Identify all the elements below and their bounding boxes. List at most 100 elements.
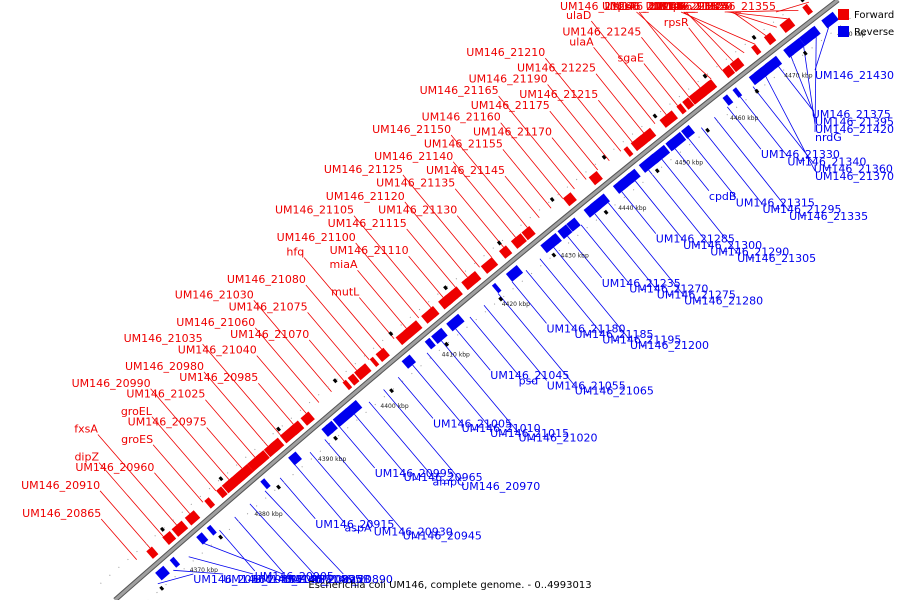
leader-line (353, 215, 432, 308)
small-feature-mark (443, 285, 448, 291)
leader-line (368, 401, 433, 477)
leader-line (249, 503, 315, 575)
leader-line (264, 490, 344, 575)
leader-line (661, 159, 738, 254)
small-feature-mark (444, 341, 450, 347)
leader-line (406, 228, 456, 288)
forward-gene (375, 347, 390, 362)
forward-gene-label: UM146_21225 (517, 62, 596, 75)
small-feature-mark (389, 388, 394, 394)
reverse-gene (650, 144, 671, 164)
forward-gene-label: UM146_21215 (519, 88, 598, 101)
leader-line (687, 137, 737, 198)
reverse-gene (169, 556, 181, 568)
leader-line (732, 11, 767, 37)
reverse-gene-label: UM146_21305 (737, 252, 816, 265)
forward-gene-label: groEL (121, 405, 153, 418)
reverse-gene (325, 420, 338, 434)
small-feature-mark (603, 209, 609, 215)
reverse-gene-label: aspA (345, 522, 372, 535)
reverse-gene (344, 400, 363, 417)
leader-line (636, 11, 712, 80)
forward-gene (562, 192, 577, 207)
leader-line (279, 477, 316, 520)
leader-line (303, 257, 383, 350)
forward-gene (763, 32, 777, 46)
reverse-gene-label: nrdG (815, 131, 842, 144)
reverse-gene (196, 532, 209, 545)
genome-backbone (100, 0, 852, 600)
forward-gene-label: sgaE (617, 52, 643, 65)
scale-tick-label: 4440 kbp (618, 205, 646, 212)
forward-gene (342, 379, 353, 391)
forward-gene-label: UM146_21120 (326, 190, 405, 203)
leader-line (358, 297, 395, 340)
leader-line (397, 376, 434, 419)
reverse-gene (681, 124, 695, 139)
forward-gene-label: UM146_21170 (473, 126, 552, 139)
leader-line (729, 11, 777, 28)
leader-line (441, 340, 519, 433)
leader-line (567, 235, 603, 279)
leader-line (752, 86, 815, 164)
legend-reverse-swatch (838, 26, 849, 37)
forward-gene-label: mutL (331, 286, 360, 299)
reverse-gene-label: UM146_21375 (812, 108, 891, 121)
legend-reverse-label: Reverse (854, 27, 894, 38)
leader-line (638, 11, 701, 89)
reverse-gene-label: UM146_20885 (253, 573, 332, 586)
reverse-gene-label: UM146_20925 (284, 573, 363, 586)
reverse-gene-label: UM146_21055 (547, 380, 626, 393)
forward-gene (235, 464, 254, 482)
forward-gene (347, 373, 360, 386)
leader-line (724, 10, 799, 13)
reverse-gene (401, 354, 416, 369)
reverse-gene (557, 224, 573, 240)
leader-line (452, 161, 516, 238)
legend-forward-swatch (838, 9, 849, 20)
reverse-gene (589, 193, 610, 213)
leader-line (641, 37, 690, 97)
leader-line (253, 300, 332, 392)
leader-line (151, 416, 217, 492)
leader-line (700, 127, 763, 205)
forward-gene-label: UM146_21210 (466, 46, 545, 59)
leader-line (595, 73, 645, 134)
reverse-gene (260, 478, 271, 490)
reverse-gene (783, 46, 795, 58)
small-feature-mark (333, 435, 338, 441)
small-feature-mark (496, 240, 502, 246)
leader-line (648, 169, 711, 247)
leader-line (339, 426, 376, 469)
reverse-gene (288, 451, 302, 466)
reverse-gene-label: UM146_20965 (404, 471, 483, 484)
leader-line (580, 224, 630, 284)
leader-line (450, 134, 528, 228)
leader-line (497, 293, 576, 386)
reverse-gene-label: UM146_21065 (575, 385, 654, 398)
forward-gene (162, 531, 177, 545)
reverse-gene-label: UM146_21195 (602, 333, 681, 346)
leader-line (739, 96, 788, 157)
leader-line (456, 215, 492, 258)
leader-line (188, 556, 254, 575)
reverse-gene-label: UM146_20895 (283, 573, 362, 586)
reverse-gene-label: cadB (343, 573, 370, 586)
small-feature-mark (702, 73, 708, 79)
leader-line (469, 316, 519, 376)
reverse-gene-label: UM146_20995 (375, 467, 454, 480)
reverse-gene-label: UM146_21275 (657, 289, 736, 302)
forward-gene-label: UM146_20975 (128, 416, 207, 429)
leader-line (553, 247, 631, 341)
leader-line (634, 180, 684, 241)
reverse-gene-label: UM146_21200 (630, 339, 709, 352)
reverse-gene-label: UM146_21180 (547, 322, 626, 335)
forward-gene (146, 546, 159, 559)
leader-line (594, 213, 658, 290)
leader-line (525, 270, 575, 330)
forward-gene (642, 127, 657, 142)
small-feature-mark (276, 484, 281, 490)
forward-gene-label: UM146_21175 (471, 99, 550, 112)
forward-gene (289, 420, 305, 436)
reverse-gene-label: UM146_21295 (763, 203, 842, 216)
